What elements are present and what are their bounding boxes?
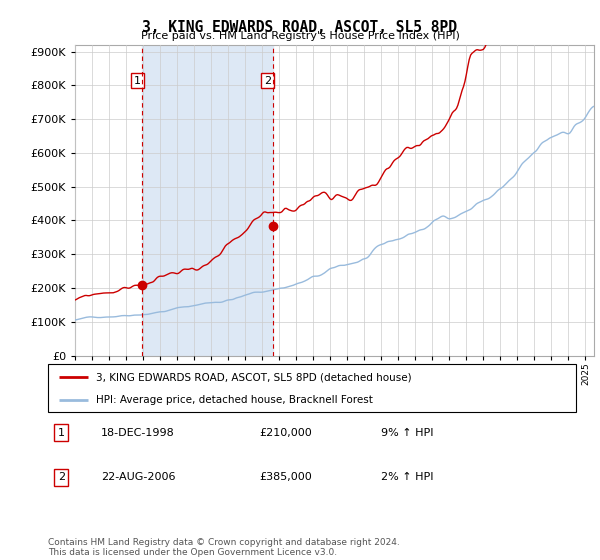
Text: Price paid vs. HM Land Registry's House Price Index (HPI): Price paid vs. HM Land Registry's House …: [140, 31, 460, 41]
Text: 1: 1: [134, 76, 141, 86]
Text: Contains HM Land Registry data © Crown copyright and database right 2024.
This d: Contains HM Land Registry data © Crown c…: [48, 538, 400, 557]
Text: 18-DEC-1998: 18-DEC-1998: [101, 428, 175, 437]
Text: 3, KING EDWARDS ROAD, ASCOT, SL5 8PD (detached house): 3, KING EDWARDS ROAD, ASCOT, SL5 8PD (de…: [95, 372, 411, 382]
Text: £210,000: £210,000: [259, 428, 312, 437]
Text: £385,000: £385,000: [259, 473, 312, 482]
Text: 9% ↑ HPI: 9% ↑ HPI: [380, 428, 433, 437]
Text: 2% ↑ HPI: 2% ↑ HPI: [380, 473, 433, 482]
Text: 22-AUG-2006: 22-AUG-2006: [101, 473, 175, 482]
Text: HPI: Average price, detached house, Bracknell Forest: HPI: Average price, detached house, Brac…: [95, 395, 373, 405]
Bar: [142, 45, 273, 356]
Text: 1: 1: [58, 428, 65, 437]
Text: 2: 2: [264, 76, 271, 86]
Text: 3, KING EDWARDS ROAD, ASCOT, SL5 8PD: 3, KING EDWARDS ROAD, ASCOT, SL5 8PD: [143, 20, 458, 35]
Text: 2: 2: [58, 473, 65, 482]
